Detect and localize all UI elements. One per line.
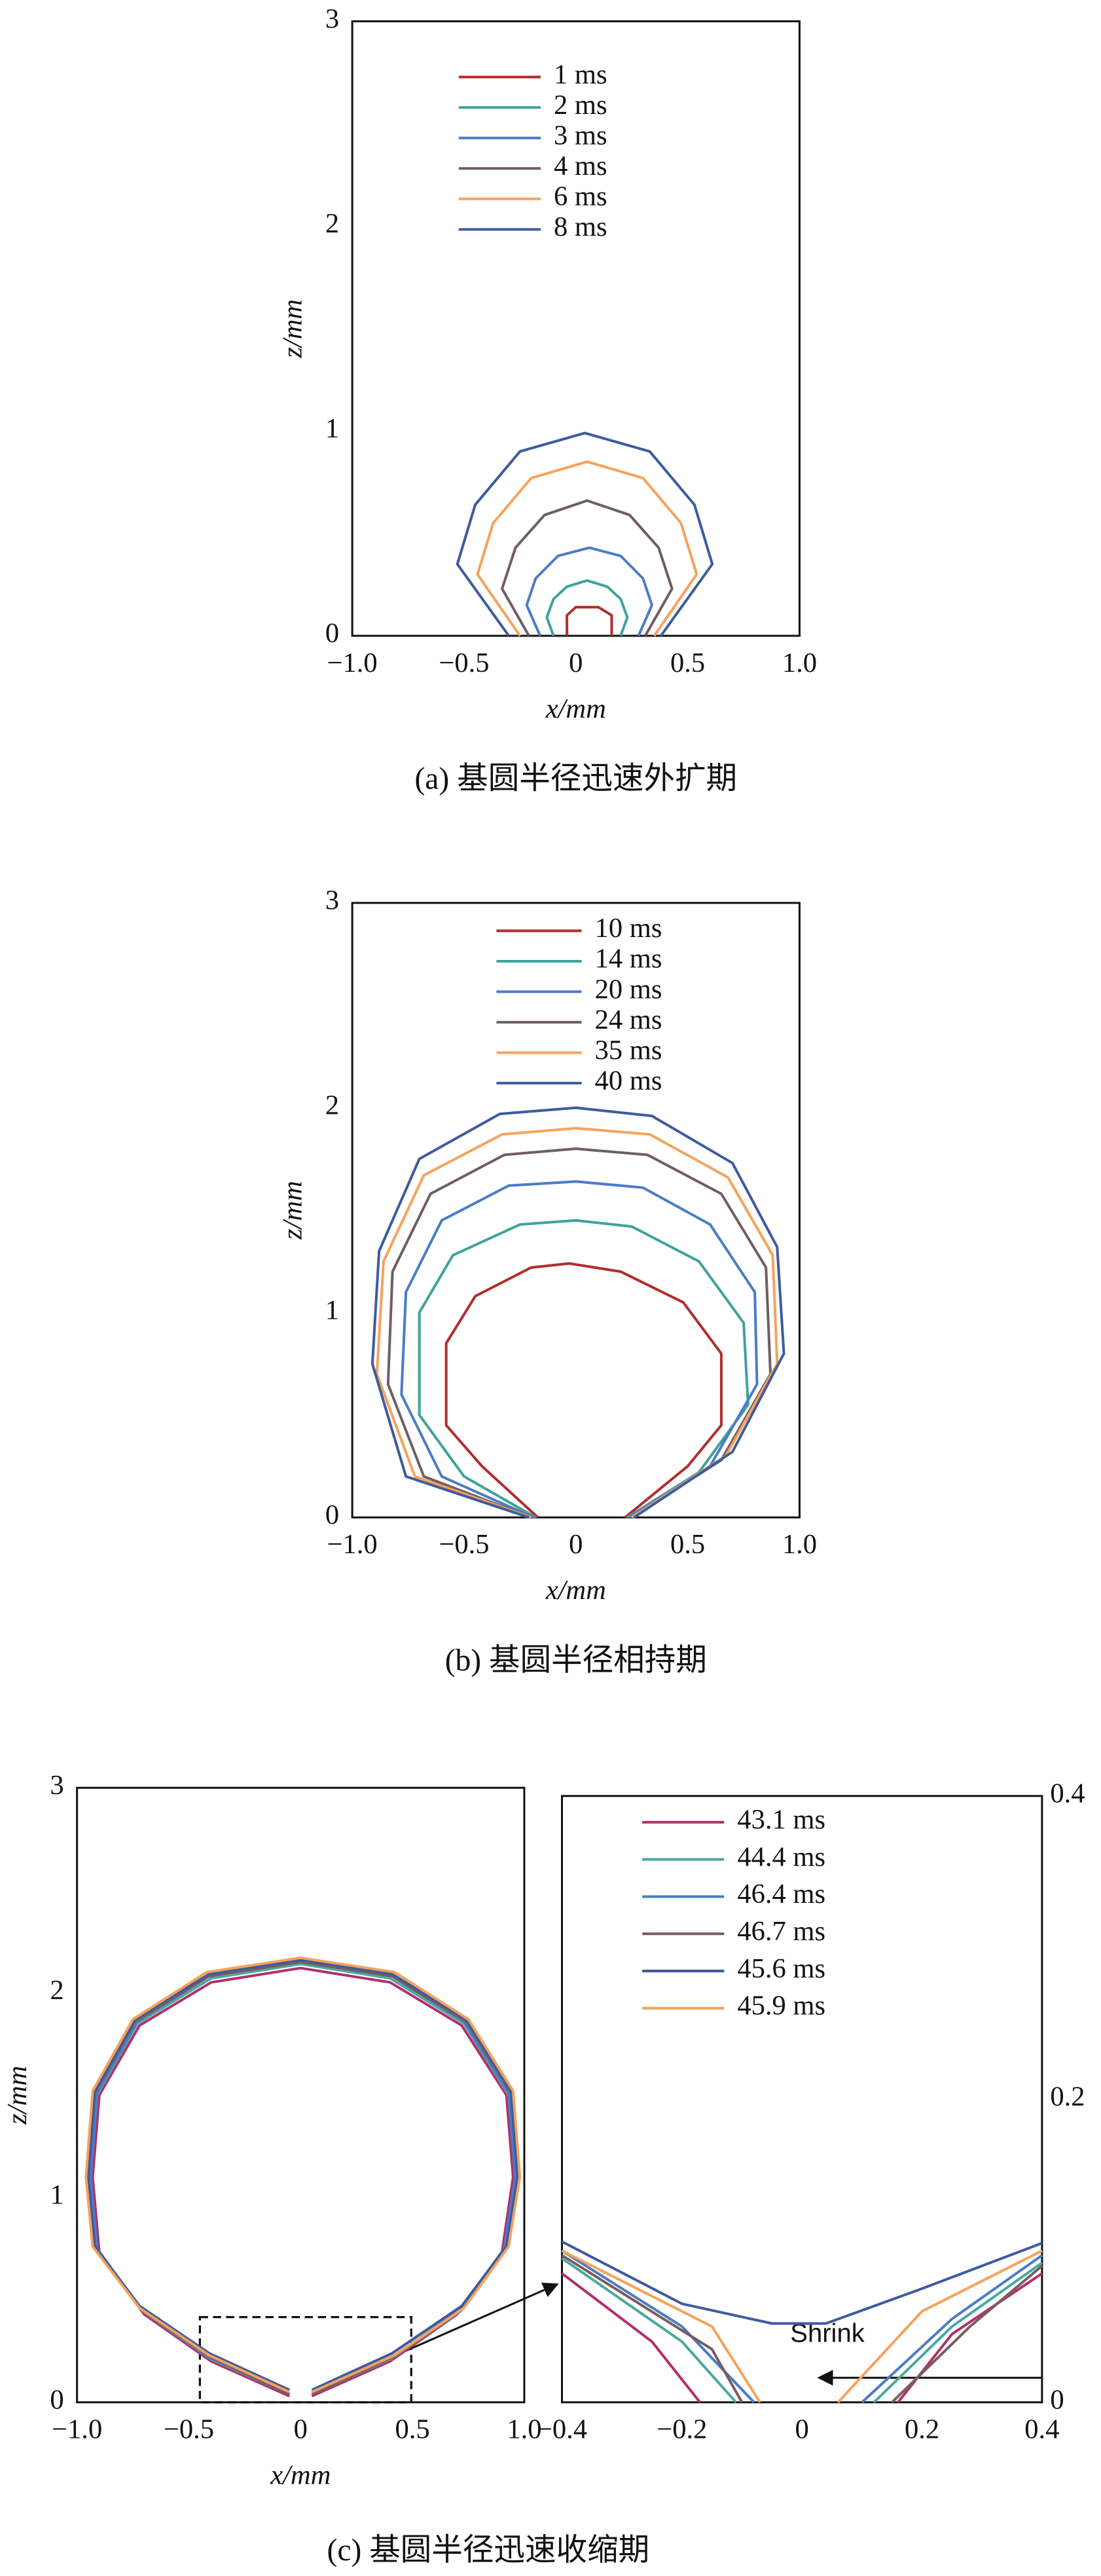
y-tick-label: 0 (50, 2384, 63, 2415)
x-tick-label: 0.4 (1024, 2414, 1059, 2445)
x-tick-label: −0.2 (657, 2414, 707, 2445)
x-tick-label: 1.0 (782, 1529, 817, 1560)
x-tick-label: 0 (569, 1529, 583, 1560)
legend-label: 35 ms (595, 1035, 662, 1065)
contour-line (375, 1126, 779, 1519)
legend-label: 3 ms (554, 120, 607, 151)
x-tick-label: 1.0 (507, 2414, 541, 2445)
legend-label: 46.4 ms (737, 1879, 825, 1909)
y-tick-label: 0 (1050, 2384, 1064, 2415)
x-tick-label: 0.2 (905, 2414, 939, 2445)
contour-line (476, 460, 698, 637)
contour-line (525, 546, 653, 636)
legend-label: 44.4 ms (737, 1841, 825, 1872)
legend-label: 45.6 ms (737, 1953, 825, 1984)
legend-label: 2 ms (554, 90, 607, 120)
y-tick-label: 3 (325, 3, 339, 34)
contour-line (418, 1219, 749, 1519)
plot-frame (351, 902, 801, 1518)
caption: (b) 基圆半径相持期 (445, 1644, 707, 1678)
y-axis-label: z/mm (277, 299, 308, 359)
legend-label: 45.9 ms (737, 1991, 825, 2021)
contour-line (561, 2240, 1043, 2325)
contour-line (566, 606, 613, 636)
contour-line (370, 1106, 785, 1519)
y-tick-label: 2 (325, 208, 339, 239)
plot-frame (351, 20, 801, 637)
legend-label: 6 ms (554, 181, 607, 212)
x-tick-label: 1.0 (782, 648, 817, 678)
x-axis-label: x/mm (545, 693, 606, 724)
legend-label: 43.1 ms (737, 1805, 825, 1835)
x-tick-label: 0.5 (670, 1529, 705, 1560)
contour-line (84, 1956, 522, 2393)
caption: (a) 基圆半径迅速外扩期 (414, 762, 737, 796)
y-tick-label: 0.2 (1050, 2082, 1085, 2112)
x-tick-label: 0.5 (670, 648, 705, 678)
contour-line (86, 1959, 519, 2391)
legend-label: 14 ms (595, 944, 662, 974)
contour-line (545, 579, 629, 636)
x-tick-label: −0.4 (537, 2414, 587, 2445)
caption: (c) 基圆半径迅速收缩期 (327, 2533, 650, 2567)
contour-line (444, 1262, 723, 1518)
plot-frame (561, 1795, 1043, 2404)
legend-label: 40 ms (595, 1065, 662, 1096)
x-tick-label: 0 (795, 2414, 809, 2445)
contour-line (89, 1962, 517, 2396)
x-axis-label: x/mm (270, 2460, 331, 2491)
y-tick-label: 2 (325, 1090, 339, 1120)
contour-line (561, 2249, 1043, 2404)
x-tick-label: −0.5 (439, 1529, 489, 1560)
zoom-arrow (393, 2283, 559, 2358)
contour-line (561, 2254, 1043, 2404)
y-tick-label: 3 (50, 1770, 63, 1801)
zoom-box (198, 2315, 412, 2404)
legend-label: 46.7 ms (737, 1916, 825, 1947)
contour-line (561, 2257, 1043, 2404)
contour-line (400, 1180, 759, 1519)
x-tick-label: 0.5 (395, 2414, 430, 2445)
y-axis-label: z/mm (277, 1181, 308, 1240)
contour-line (561, 2249, 1043, 2404)
x-tick-label: −1.0 (327, 1529, 378, 1560)
x-tick-label: −1.0 (327, 648, 378, 678)
plot-frame (76, 1786, 526, 2404)
x-tick-label: 0 (569, 648, 583, 678)
x-tick-label: −0.5 (439, 648, 489, 678)
y-tick-label: 0 (325, 1500, 339, 1530)
y-tick-label: 0.4 (1050, 1778, 1085, 1809)
y-tick-label: 1 (50, 2180, 63, 2211)
x-tick-label: −1.0 (52, 2414, 102, 2445)
y-tick-label: 2 (50, 1975, 63, 2006)
legend-label: 8 ms (554, 212, 607, 242)
contour-line (456, 432, 714, 637)
legend-label: 24 ms (595, 1004, 662, 1035)
contour-line (89, 1960, 517, 2396)
y-tick-label: 1 (325, 413, 339, 444)
y-tick-label: 3 (325, 885, 339, 916)
y-tick-label: 0 (325, 618, 339, 649)
legend-label: 4 ms (554, 151, 607, 181)
y-tick-label: 1 (325, 1295, 339, 1325)
x-tick-label: −0.5 (164, 2414, 214, 2445)
legend-label: 20 ms (595, 974, 662, 1004)
legend-label: 1 ms (554, 59, 607, 90)
contour-line (501, 499, 674, 636)
x-tick-label: 0 (294, 2414, 308, 2445)
x-axis-label: x/mm (545, 1575, 606, 1606)
y-axis-label: z/mm (2, 2066, 33, 2125)
legend-label: 10 ms (595, 913, 662, 944)
